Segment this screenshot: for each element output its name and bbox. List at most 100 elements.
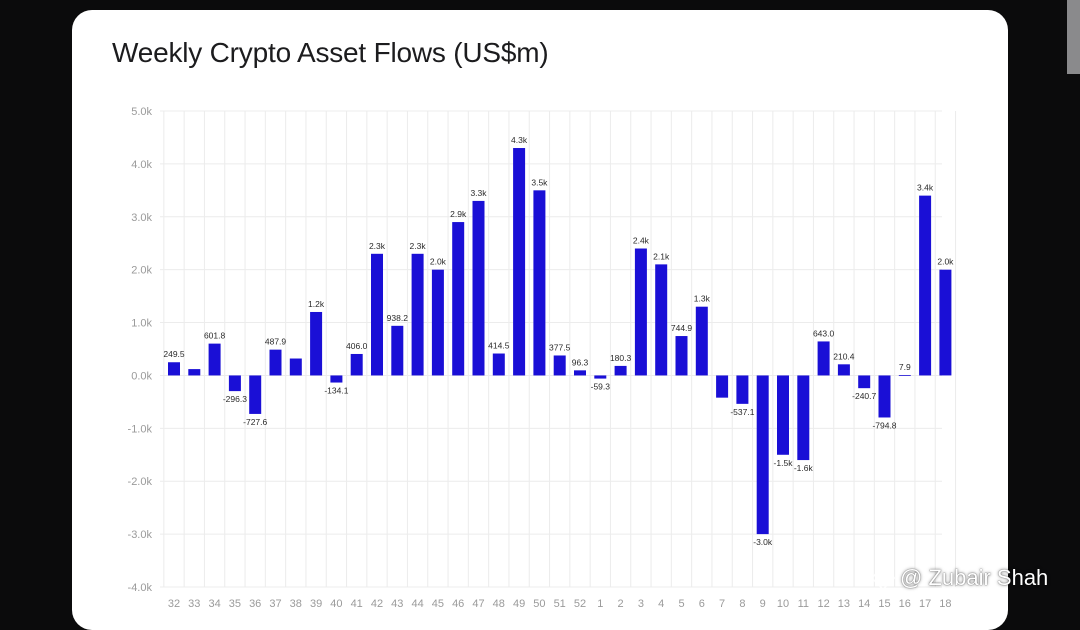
data-label: -537.1 — [730, 407, 754, 417]
x-tick-label: 48 — [493, 598, 505, 610]
x-tick-label: 41 — [351, 598, 363, 610]
x-tick-label: 1 — [597, 598, 603, 610]
x-tick-label: 5 — [678, 598, 684, 610]
bar — [777, 375, 789, 455]
data-label: 180.3 — [610, 353, 632, 363]
y-tick-label: 2.0k — [131, 265, 152, 277]
x-tick-label: 15 — [878, 598, 890, 610]
scrollbar-thumb[interactable] — [1067, 0, 1080, 74]
data-label: 938.2 — [387, 313, 409, 323]
data-label: -727.6 — [243, 417, 267, 427]
x-tick-label: 50 — [533, 598, 545, 610]
x-tick-label: 7 — [719, 598, 725, 610]
y-tick-label: 1.0k — [131, 318, 152, 330]
data-label: 2.4k — [633, 236, 650, 246]
bar — [736, 375, 749, 404]
data-label: 210.4 — [833, 351, 855, 361]
data-label: 744.9 — [671, 323, 693, 333]
bar — [492, 353, 505, 376]
bar — [817, 341, 830, 376]
data-label: 2.0k — [937, 257, 954, 267]
bar — [249, 375, 262, 414]
x-tick-label: 16 — [899, 598, 911, 610]
bar — [452, 222, 465, 376]
x-tick-label: 45 — [432, 598, 444, 610]
data-label: -59.3 — [591, 382, 611, 392]
data-label: 3.5k — [531, 177, 548, 187]
x-tick-label: 14 — [858, 598, 870, 610]
x-tick-label: 43 — [391, 598, 403, 610]
data-label: 7.9 — [899, 362, 911, 372]
bar — [391, 325, 404, 376]
bar — [898, 375, 911, 376]
bar — [756, 375, 769, 535]
x-tick-label: 39 — [310, 598, 322, 610]
x-tick-label: 42 — [371, 598, 383, 610]
bar — [310, 311, 323, 376]
x-tick-label: 12 — [817, 598, 829, 610]
bar — [858, 375, 871, 389]
y-tick-label: 3.0k — [131, 212, 152, 224]
bar — [228, 375, 241, 392]
x-tick-label: 32 — [168, 598, 180, 610]
data-label: -3.0k — [753, 537, 773, 547]
data-label: 3.4k — [917, 183, 934, 193]
bar — [431, 269, 444, 376]
x-tick-label: 33 — [188, 598, 200, 610]
y-tick-label: 4.0k — [131, 159, 152, 171]
x-tick-label: 13 — [838, 598, 850, 610]
bar — [878, 375, 891, 418]
data-label: 406.0 — [346, 341, 368, 351]
y-tick-label: -3.0k — [128, 529, 153, 541]
bar — [289, 358, 302, 376]
data-label: -296.3 — [223, 394, 247, 404]
data-label: 2.3k — [369, 241, 386, 251]
data-label: 2.1k — [653, 251, 670, 261]
data-label: -240.7 — [852, 391, 876, 401]
bar — [797, 375, 810, 461]
x-tick-label: 46 — [452, 598, 464, 610]
data-label: 2.0k — [430, 257, 447, 267]
bar — [371, 253, 383, 376]
y-tick-label: -4.0k — [128, 582, 153, 594]
data-label: 3.3k — [470, 188, 487, 198]
data-label: -1.5k — [774, 458, 794, 468]
bar — [411, 253, 424, 376]
x-tick-label: 10 — [777, 598, 789, 610]
data-label: 377.5 — [549, 342, 571, 352]
bar — [208, 343, 221, 376]
x-tick-label: 9 — [760, 598, 766, 610]
data-label: 1.3k — [694, 294, 711, 304]
bar — [837, 364, 850, 376]
y-tick-label: 5.0k — [131, 106, 152, 118]
data-label: 601.8 — [204, 331, 226, 341]
data-label: 2.3k — [410, 241, 427, 251]
bar — [533, 190, 546, 376]
data-label: -134.1 — [324, 386, 348, 396]
bar — [695, 306, 708, 376]
x-tick-label: 40 — [330, 598, 342, 610]
data-label: 2.9k — [450, 209, 467, 219]
x-tick-label: 47 — [472, 598, 484, 610]
data-label: -794.8 — [872, 420, 896, 430]
x-tick-label: 8 — [739, 598, 745, 610]
watermark: @ Zubair Shah — [870, 565, 1048, 591]
bar — [655, 264, 668, 376]
x-tick-label: 52 — [574, 598, 586, 610]
x-tick-label: 18 — [939, 598, 951, 610]
bar — [919, 195, 932, 376]
y-tick-label: 0.0k — [131, 370, 152, 382]
data-label: 249.5 — [163, 349, 185, 359]
y-tick-label: -1.0k — [128, 423, 153, 435]
bar — [594, 375, 607, 379]
x-tick-label: 36 — [249, 598, 261, 610]
watermark-text: @ Zubair Shah — [900, 565, 1049, 590]
x-tick-label: 11 — [798, 598, 809, 610]
data-label: -1.6k — [794, 463, 814, 473]
chart-title: Weekly Crypto Asset Flows (US$m) — [112, 37, 549, 68]
bar — [168, 362, 180, 376]
x-tick-label: 17 — [919, 598, 931, 610]
x-tick-label: 35 — [229, 598, 241, 610]
data-label: 414.5 — [488, 341, 510, 351]
bar — [269, 349, 282, 376]
